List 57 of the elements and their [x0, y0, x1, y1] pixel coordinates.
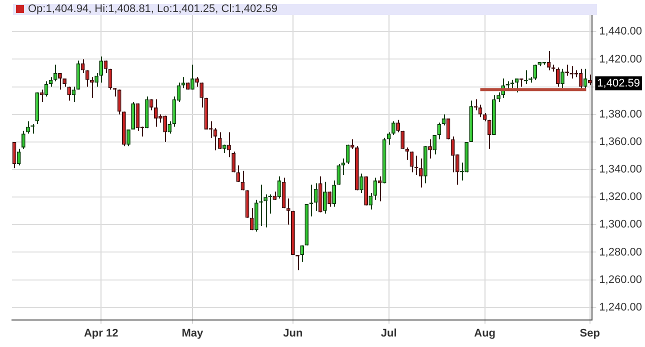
y-tick-label: 1,380.00 — [599, 108, 642, 120]
candlestick — [300, 244, 304, 262]
y-tick-label: 1,240.00 — [599, 301, 642, 314]
candlestick — [286, 198, 290, 226]
candlestick — [341, 158, 346, 176]
candlestick — [432, 134, 437, 155]
y-tick-label: 1,260.00 — [599, 274, 642, 286]
y-tick-label: 1,440.00 — [599, 26, 642, 38]
text: 1,402.59 — [597, 77, 640, 90]
candlestick — [190, 64, 194, 90]
candlestick — [154, 98, 158, 128]
candlestick — [227, 132, 231, 158]
candlestick — [26, 120, 30, 134]
candlestick — [336, 164, 341, 186]
candlestick — [250, 208, 254, 231]
candlestick — [195, 76, 199, 88]
candlestick — [386, 132, 391, 146]
candlestick — [360, 173, 364, 194]
candlestick — [236, 164, 240, 182]
y-tick-label: 1,340.00 — [599, 164, 642, 176]
y-tick-label: 1,360.00 — [599, 136, 642, 148]
candlestick — [378, 176, 382, 202]
candlestick — [396, 119, 400, 133]
candlestick — [332, 180, 336, 208]
y-tick-label: 1,420.00 — [599, 53, 642, 66]
x-tick-label: Jul — [380, 327, 397, 340]
y-tick-label: 1,280.00 — [599, 246, 642, 258]
candlestick — [428, 138, 432, 159]
candlestick — [99, 56, 104, 84]
y-tick-label: 1,300.00 — [599, 218, 642, 231]
x-tick-label: Apr 12 — [84, 327, 118, 340]
candlestick — [328, 191, 332, 208]
y-tick-label: 1,320.00 — [599, 191, 642, 204]
candlestick — [556, 67, 560, 88]
candlestick — [126, 129, 130, 147]
candlestick — [16, 148, 21, 166]
x-tick-label: Sep — [580, 327, 600, 340]
x-tick-label: Aug — [474, 327, 496, 340]
candlestick — [392, 120, 396, 136]
candlestick — [418, 158, 423, 188]
candlestick — [117, 89, 122, 115]
candlestick — [48, 76, 53, 88]
candlestick — [163, 115, 167, 142]
candlestick — [21, 130, 26, 150]
candlestick — [533, 64, 538, 80]
annotation: Op:1,404.94, Hi:1,408.81, Lo:1,401.25, Cl:1,402.59 — [28, 3, 278, 15]
candlestick — [322, 181, 327, 214]
candlestick — [437, 122, 442, 140]
x-tick-label: Jun — [283, 327, 304, 340]
candlestick — [67, 86, 72, 102]
candlestick — [218, 132, 222, 150]
candlestick — [350, 138, 354, 150]
x-tick-label: May — [182, 327, 204, 340]
candlestick — [232, 151, 236, 173]
candlestick — [58, 72, 62, 90]
candlestick — [560, 68, 564, 89]
candlestick — [450, 136, 455, 173]
